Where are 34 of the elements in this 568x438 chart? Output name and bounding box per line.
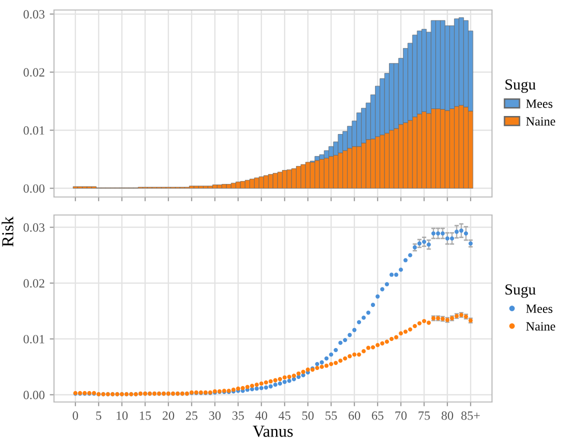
x-tick-label: 0 <box>72 411 78 420</box>
x-axis-title: Vanus <box>252 426 293 437</box>
x-tick-label: 45 <box>278 411 290 420</box>
legend-label: Naine <box>526 322 556 331</box>
x-tick-label: 25 <box>186 411 198 420</box>
y-tick-label: 0.00 <box>24 390 44 400</box>
legend-title: Sugu <box>506 79 536 93</box>
x-tick-label: 30 <box>209 411 221 420</box>
x-tick-label: 15 <box>140 411 151 420</box>
y-tick-label: 0.00 <box>24 184 44 193</box>
x-tick-label: 20 <box>162 411 174 420</box>
x-tick-label: 60 <box>348 411 360 420</box>
y-axis-title: Risk <box>2 216 14 247</box>
y-tick-label: 0.01 <box>24 334 44 344</box>
legend-label: Mees <box>526 304 552 313</box>
y-tick-label: 0.03 <box>24 10 44 19</box>
x-tick-label: 40 <box>255 411 268 420</box>
x-tick-label: 65 <box>372 411 384 420</box>
x-tick-label: 50 <box>302 411 314 420</box>
y-tick-label: 0.01 <box>24 126 44 135</box>
x-tick-label: 55 <box>326 412 337 420</box>
y-tick-label: 0.02 <box>24 279 44 288</box>
legend-label: Mees <box>526 100 552 108</box>
legend-label: Naine <box>526 117 556 126</box>
x-tick-label: 75 <box>418 412 430 420</box>
x-tick-label: 70 <box>395 411 407 420</box>
x-tick-label: 80 <box>442 411 454 420</box>
x-tick-label: 5 <box>96 412 102 420</box>
y-tick-label: 0.02 <box>24 68 44 77</box>
x-tick-label: 85+ <box>461 411 480 420</box>
y-tick-label: 0.03 <box>24 223 44 232</box>
legend-title: Sugu <box>506 284 536 298</box>
x-tick-label: 35 <box>232 411 244 420</box>
x-tick-label: 10 <box>116 411 128 420</box>
